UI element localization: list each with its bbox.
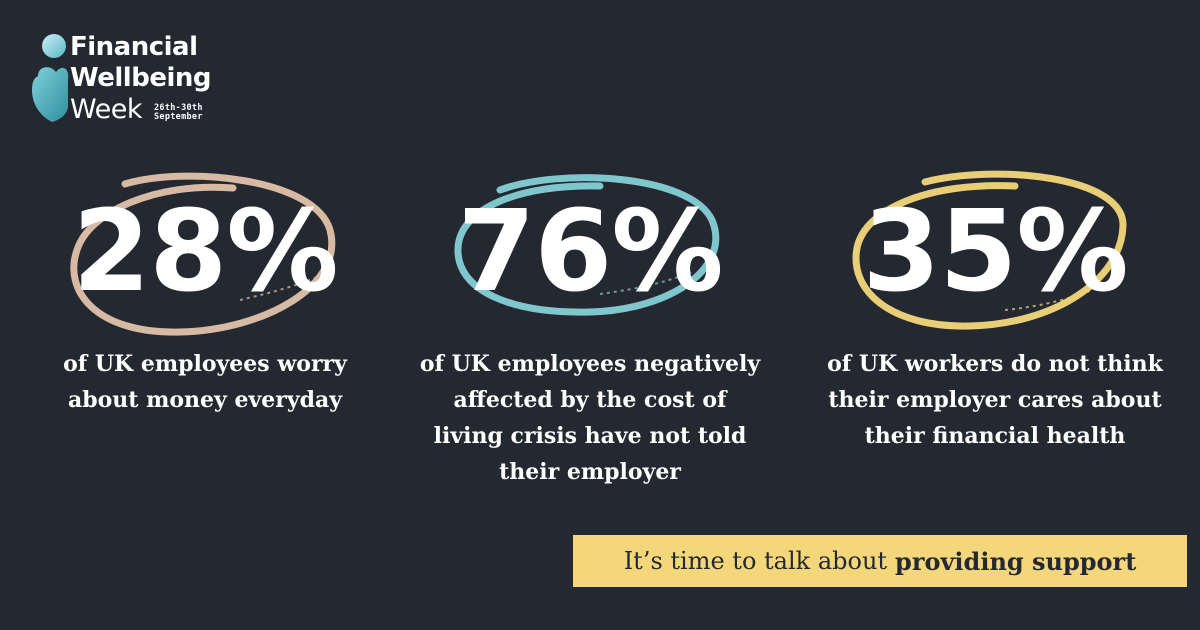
stat-description-line: their financial health — [864, 423, 1126, 449]
stat-value: 35% — [862, 187, 1128, 317]
chalk-circle-icon — [852, 170, 1127, 330]
banner-text: It’s time to talk about — [623, 547, 888, 575]
logo-title-wellbeing: Wellbeing — [70, 63, 212, 93]
stat-description-line: affected by the cost of — [453, 387, 727, 413]
stat-value: 76% — [457, 187, 723, 317]
stat-description-line: their employer — [499, 459, 681, 485]
logo-title-financial: Financial — [70, 32, 198, 62]
chalk-circle-icon — [70, 172, 336, 336]
stat-description-line: of UK employees negatively — [419, 351, 761, 377]
stat-description: of UK employees negatively affected by t… — [400, 346, 780, 490]
stat-description-line: about money everyday — [67, 387, 343, 413]
stat-description: of UK workers do not think their employe… — [805, 346, 1185, 454]
banner-emphasis: providing support — [895, 546, 1137, 576]
financial-wellbeing-week-logo: Financial Wellbeing Week 26th-30th Septe… — [30, 32, 250, 132]
logo-title-week: Week — [70, 94, 142, 125]
stat-description: of UK employees worry about money everyd… — [15, 346, 395, 418]
heart-logo-icon — [32, 34, 69, 122]
chalk-circle-icon — [454, 174, 720, 316]
logo-date-range: 26th-30th — [154, 103, 203, 113]
stat-description-line: living crisis have not told — [433, 423, 747, 449]
stat-description-line: of UK employees worry — [63, 351, 347, 377]
stat-value: 28% — [72, 187, 338, 317]
stat-description-line: of UK workers do not think — [827, 351, 1163, 377]
call-to-action-banner: It’s time to talk about providing suppor… — [573, 535, 1187, 587]
logo-date-month: September — [154, 112, 203, 122]
logo-dates: 26th-30th September — [154, 104, 203, 122]
stat-description-line: their employer cares about — [828, 387, 1162, 413]
